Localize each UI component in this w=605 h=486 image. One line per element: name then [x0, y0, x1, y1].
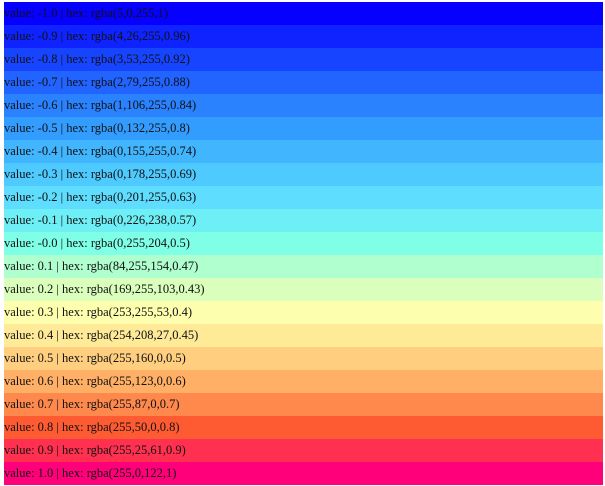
color-row: value: 0.3 | hex: rgba(253,255,53,0.4)	[4, 301, 603, 324]
color-row: value: -0.2 | hex: rgba(0,201,255,0.63)	[4, 186, 603, 209]
color-row: value: 0.4 | hex: rgba(254,208,27,0.45)	[4, 324, 603, 347]
color-row: value: 0.8 | hex: rgba(255,50,0,0.8)	[4, 416, 603, 439]
color-row: value: 0.1 | hex: rgba(84,255,154,0.47)	[4, 255, 603, 278]
color-row: value: -0.1 | hex: rgba(0,226,238,0.57)	[4, 209, 603, 232]
color-row: value: -0.0 | hex: rgba(0,255,204,0.5)	[4, 232, 603, 255]
color-row: value: 0.6 | hex: rgba(255,123,0,0.6)	[4, 370, 603, 393]
color-scale-list: value: -1.0 | hex: rgba(5,0,255,1) value…	[4, 2, 603, 485]
color-row: value: -0.6 | hex: rgba(1,106,255,0.84)	[4, 94, 603, 117]
color-row: value: -1.0 | hex: rgba(5,0,255,1)	[4, 2, 603, 25]
color-row: value: -0.8 | hex: rgba(3,53,255,0.92)	[4, 48, 603, 71]
color-row: value: 0.2 | hex: rgba(169,255,103,0.43)	[4, 278, 603, 301]
color-row: value: -0.3 | hex: rgba(0,178,255,0.69)	[4, 163, 603, 186]
color-row: value: 0.7 | hex: rgba(255,87,0,0.7)	[4, 393, 603, 416]
color-row: value: 0.9 | hex: rgba(255,25,61,0.9)	[4, 439, 603, 462]
color-row: value: 1.0 | hex: rgba(255,0,122,1)	[4, 462, 603, 485]
color-row: value: -0.9 | hex: rgba(4,26,255,0.96)	[4, 25, 603, 48]
color-row: value: -0.4 | hex: rgba(0,155,255,0.74)	[4, 140, 603, 163]
color-row: value: -0.5 | hex: rgba(0,132,255,0.8)	[4, 117, 603, 140]
color-row: value: -0.7 | hex: rgba(2,79,255,0.88)	[4, 71, 603, 94]
color-row: value: 0.5 | hex: rgba(255,160,0,0.5)	[4, 347, 603, 370]
